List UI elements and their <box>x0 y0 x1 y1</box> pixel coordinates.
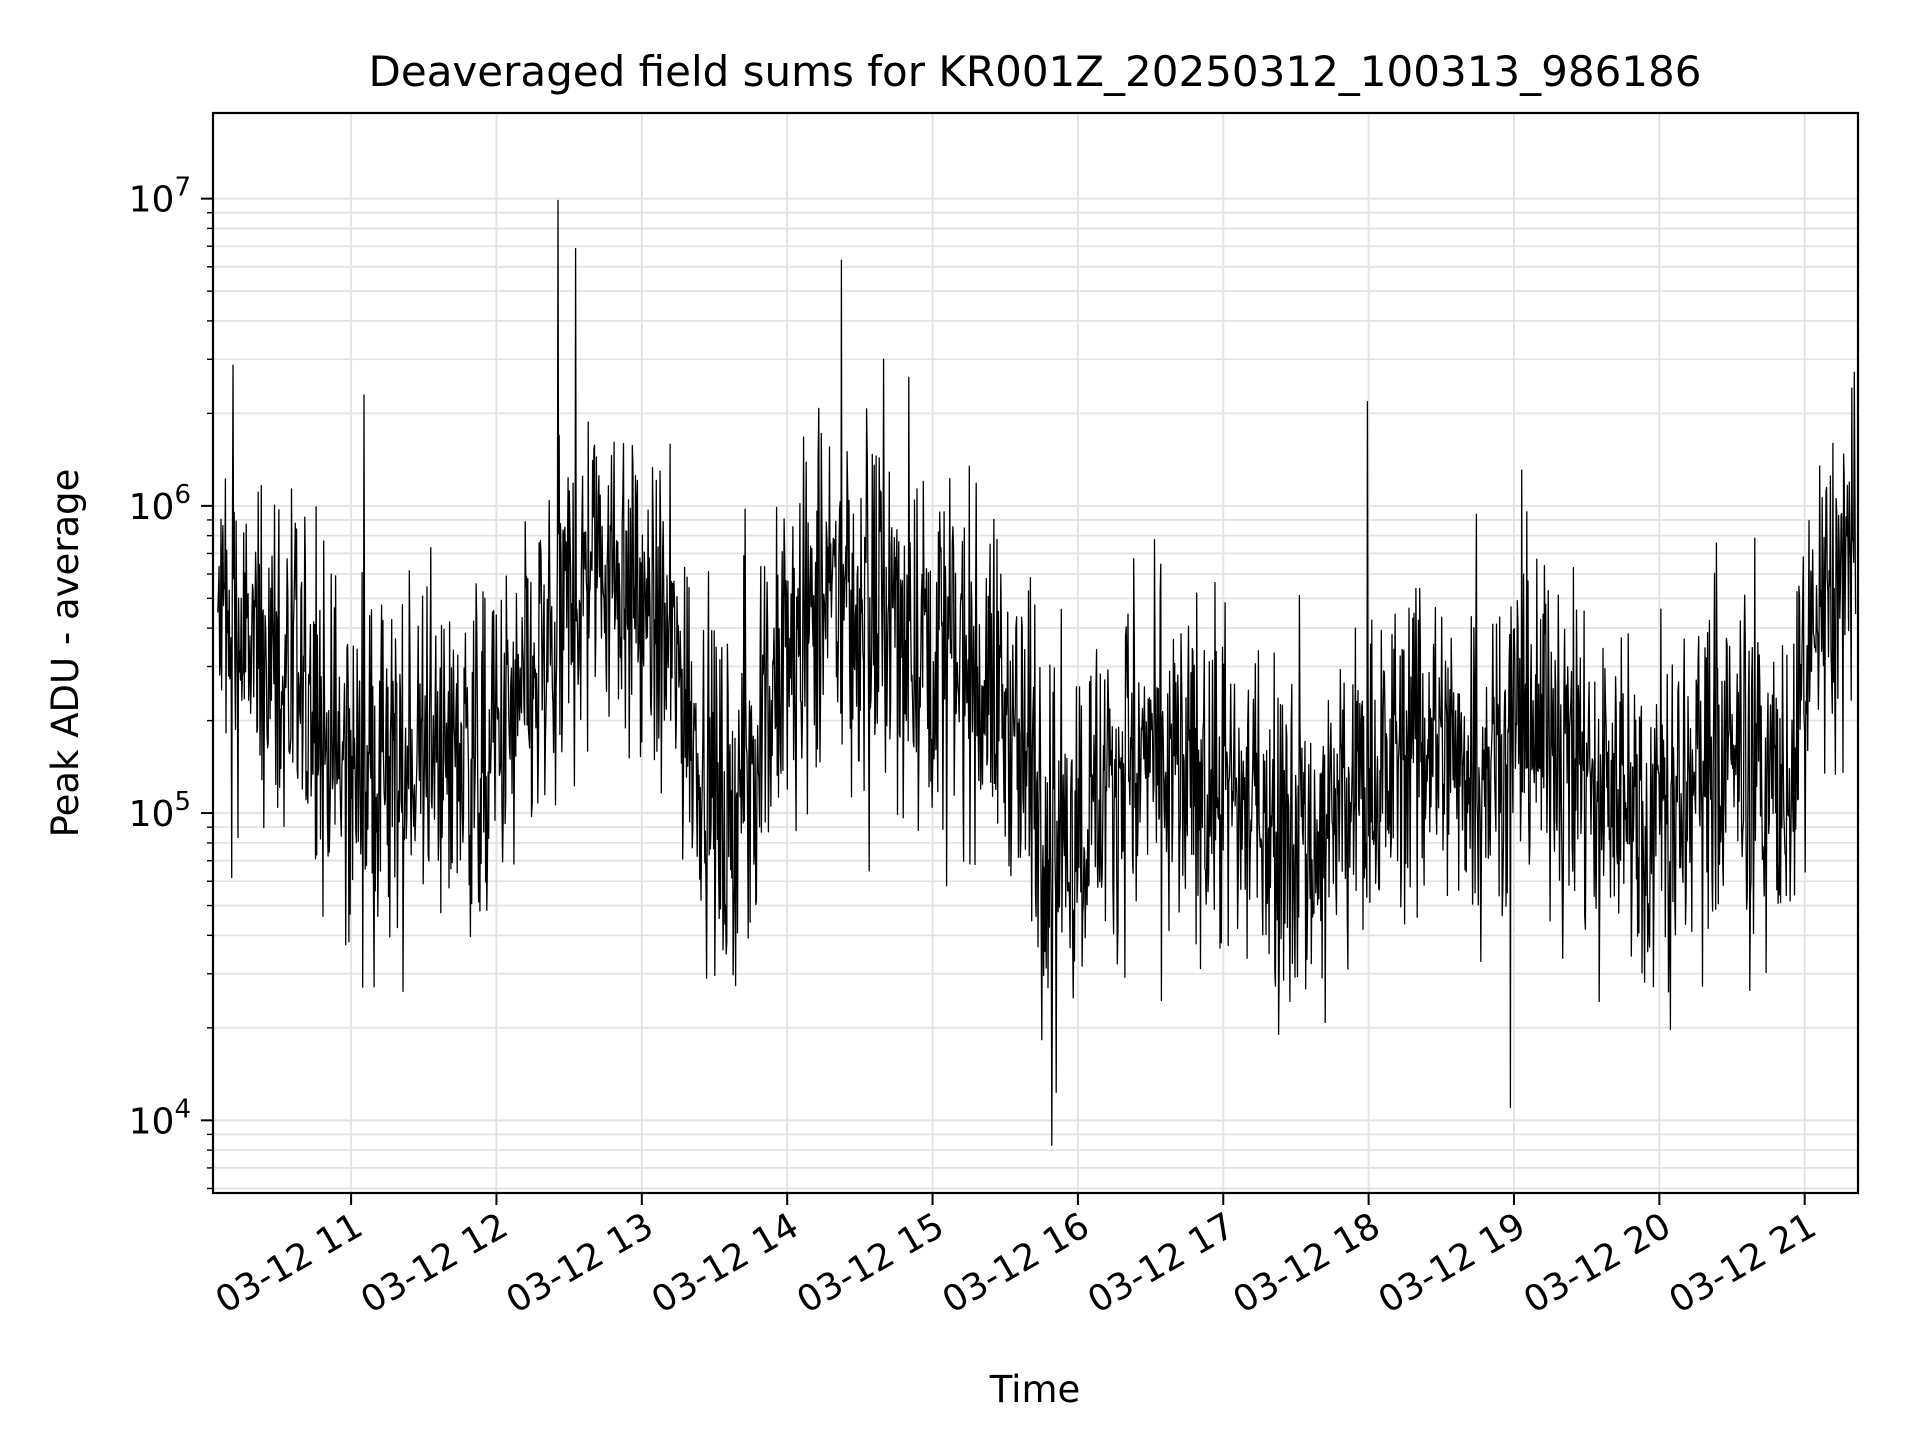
x-tick-label: 03-12 12 <box>354 1205 515 1321</box>
y-tick-label: 107 <box>129 173 191 221</box>
x-tick-label: 03-12 17 <box>1081 1205 1242 1321</box>
x-tick-label: 03-12 15 <box>790 1205 951 1321</box>
x-axis-label: Time <box>989 1368 1081 1411</box>
y-axis-label: Peak ADU - average <box>44 469 87 838</box>
plot-frame <box>211 111 1860 1195</box>
y-tick-label: 104 <box>129 1094 191 1142</box>
chart-title: Deaveraged field sums for KR001Z_2025031… <box>369 47 1702 96</box>
x-tick-label: 03-12 13 <box>500 1205 661 1321</box>
x-tick-label: 03-12 11 <box>209 1205 370 1321</box>
y-tick-label: 105 <box>129 787 191 835</box>
x-tick-label: 03-12 18 <box>1226 1205 1387 1321</box>
x-tick-label: 03-12 19 <box>1372 1205 1533 1321</box>
plot-area <box>217 199 1857 1146</box>
y-tick-label: 106 <box>129 480 191 528</box>
x-tick-label: 03-12 16 <box>936 1205 1097 1321</box>
x-tick-label: 03-12 21 <box>1663 1205 1824 1321</box>
x-tick-label: 03-12 20 <box>1517 1205 1678 1321</box>
x-tick-label: 03-12 14 <box>645 1205 806 1321</box>
series-line <box>217 199 1857 1146</box>
